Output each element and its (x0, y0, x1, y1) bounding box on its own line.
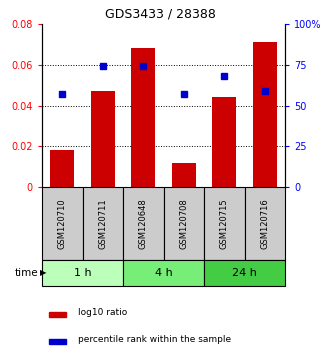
Text: 4 h: 4 h (155, 268, 172, 278)
Bar (123, 260, 204, 286)
Text: GSM120710: GSM120710 (58, 198, 67, 249)
Bar (131, 48, 155, 187)
Text: time: time (15, 268, 39, 278)
Text: GSM120711: GSM120711 (98, 198, 107, 249)
Text: ▶: ▶ (40, 268, 47, 278)
Bar (172, 162, 196, 187)
Text: GSM120708: GSM120708 (179, 198, 188, 249)
Bar (42, 260, 123, 286)
Text: GSM120716: GSM120716 (260, 198, 269, 249)
Bar (212, 97, 236, 187)
Bar (49, 312, 66, 317)
Bar (245, 187, 285, 260)
Text: GDS3433 / 28388: GDS3433 / 28388 (105, 7, 216, 21)
Text: 1 h: 1 h (74, 268, 91, 278)
Text: GSM120715: GSM120715 (220, 198, 229, 249)
Bar (204, 187, 245, 260)
Bar (163, 187, 204, 260)
Bar (82, 187, 123, 260)
Bar (42, 187, 82, 260)
Text: GSM120648: GSM120648 (139, 198, 148, 249)
Bar (49, 339, 66, 344)
Bar (123, 187, 163, 260)
Text: percentile rank within the sample: percentile rank within the sample (78, 335, 231, 344)
Bar (204, 260, 285, 286)
Bar (50, 150, 74, 187)
Text: 24 h: 24 h (232, 268, 257, 278)
Bar (253, 42, 277, 187)
Bar (91, 91, 115, 187)
Text: log10 ratio: log10 ratio (78, 308, 128, 317)
